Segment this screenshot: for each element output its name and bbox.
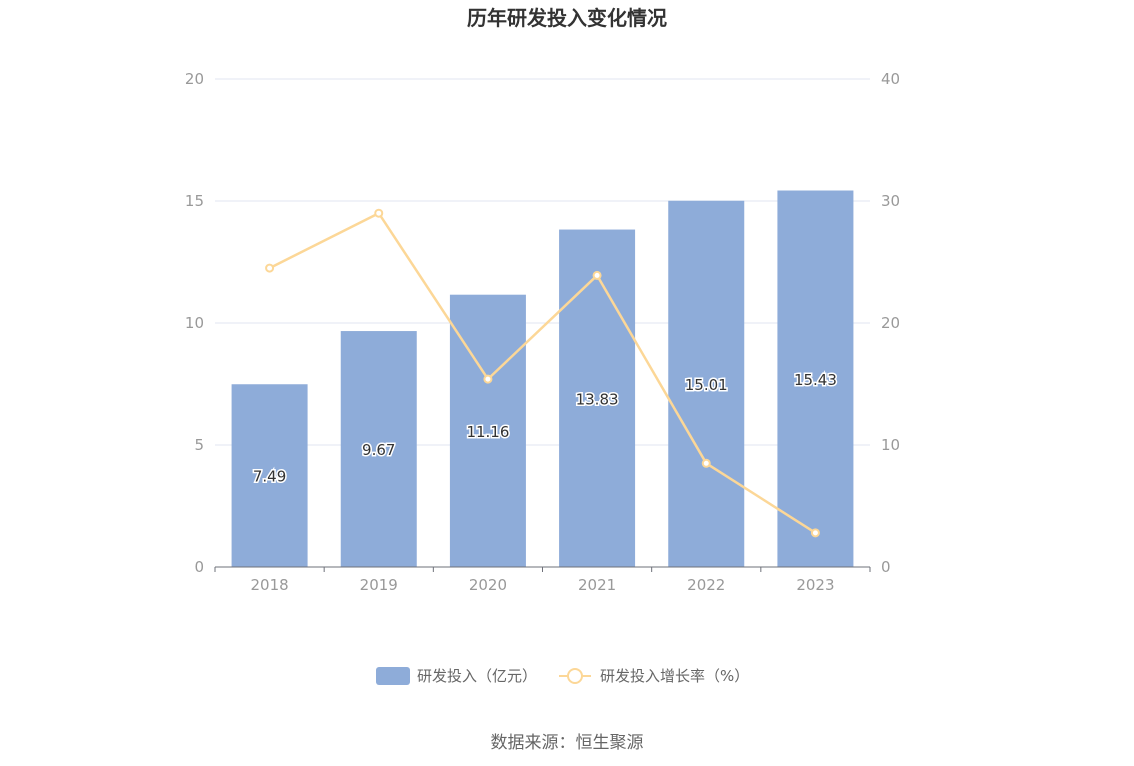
legend-line-marker bbox=[567, 668, 583, 684]
bar-value-label: 9.67 bbox=[362, 441, 395, 459]
y-right-tick-label: 20 bbox=[881, 314, 900, 332]
x-tick-label: 2021 bbox=[578, 576, 616, 594]
bar-value-label: 15.01 bbox=[685, 376, 728, 394]
legend[interactable]: 研发投入（亿元） 研发投入增长率（%） bbox=[376, 667, 749, 685]
growth-rate-line bbox=[269, 211, 817, 534]
bar[interactable] bbox=[231, 384, 308, 567]
line-series bbox=[265, 208, 820, 538]
legend-bar-label: 研发投入（亿元） bbox=[417, 667, 537, 685]
y-left-tick-label: 20 bbox=[185, 70, 204, 88]
legend-item-bar[interactable]: 研发投入（亿元） bbox=[376, 667, 537, 685]
x-tick-label: 2023 bbox=[796, 576, 834, 594]
x-tick-label: 2022 bbox=[687, 576, 725, 594]
grid-lines bbox=[215, 78, 870, 446]
bar-value-label: 11.16 bbox=[466, 423, 509, 441]
x-tick-label: 2020 bbox=[469, 576, 507, 594]
x-tick-label: 2019 bbox=[360, 576, 398, 594]
line-point[interactable] bbox=[592, 270, 602, 280]
bar-data-labels: 7.49 9.67 11.16 13.83 15.01 15.43 bbox=[251, 369, 838, 487]
bar[interactable] bbox=[340, 331, 417, 567]
x-axis: 2018 2019 2020 2021 2022 2023 bbox=[214, 566, 871, 594]
bar[interactable] bbox=[559, 229, 636, 567]
bar-value-label: 7.49 bbox=[253, 468, 286, 486]
x-tick-label: 2018 bbox=[250, 576, 288, 594]
y-axis-left: 0 5 10 15 20 bbox=[185, 70, 204, 576]
legend-line-label: 研发投入增长率（%） bbox=[600, 667, 749, 685]
y-left-tick-label: 0 bbox=[194, 558, 204, 576]
y-left-tick-label: 5 bbox=[194, 436, 204, 454]
bar-series bbox=[231, 190, 854, 568]
bar[interactable] bbox=[777, 190, 854, 567]
legend-bar-swatch bbox=[376, 667, 410, 685]
legend-item-line[interactable]: 研发投入增长率（%） bbox=[559, 667, 749, 685]
line-point[interactable] bbox=[810, 528, 820, 538]
line-point[interactable] bbox=[701, 458, 711, 468]
y-right-tick-label: 40 bbox=[881, 70, 900, 88]
line-point[interactable] bbox=[374, 208, 384, 218]
y-right-tick-label: 10 bbox=[881, 436, 900, 454]
bar-value-label: 15.43 bbox=[794, 371, 837, 389]
line-point[interactable] bbox=[265, 263, 275, 273]
y-right-tick-label: 0 bbox=[881, 558, 891, 576]
data-source-note: 数据来源：恒生聚源 bbox=[491, 733, 644, 753]
y-right-tick-label: 30 bbox=[881, 192, 900, 210]
y-axis-right: 0 10 20 30 40 bbox=[881, 70, 900, 576]
bar-value-label: 13.83 bbox=[576, 390, 619, 408]
chart-title: 历年研发投入变化情况 bbox=[467, 6, 667, 30]
y-left-tick-label: 10 bbox=[185, 314, 204, 332]
bar[interactable] bbox=[668, 200, 745, 568]
y-left-tick-label: 15 bbox=[185, 192, 204, 210]
line-point[interactable] bbox=[483, 374, 493, 384]
